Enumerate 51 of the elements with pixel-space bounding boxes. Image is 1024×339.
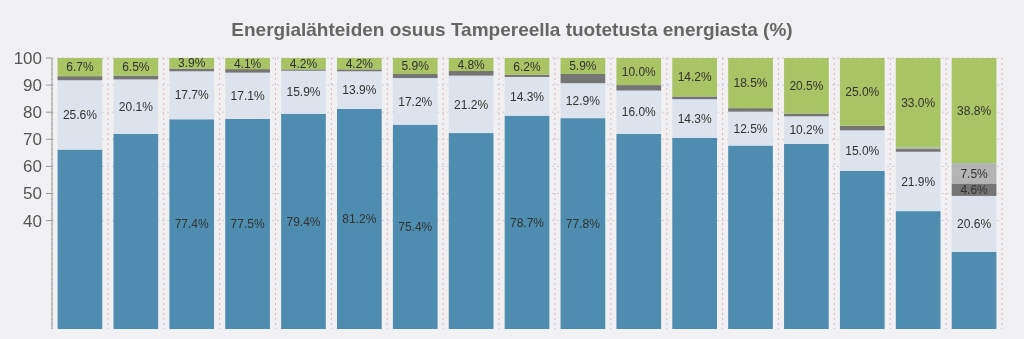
data-label: 14.3% xyxy=(677,111,712,126)
data-label: 5.9% xyxy=(569,59,597,74)
data-label: 15.0% xyxy=(845,143,880,158)
data-label: 20.1% xyxy=(118,99,154,114)
data-label: 4.2% xyxy=(289,56,318,71)
data-label: 78.7% xyxy=(509,215,545,230)
data-label: 77.5% xyxy=(230,217,265,232)
data-label: 4.6% xyxy=(960,182,989,197)
data-label: 77.4% xyxy=(174,217,210,232)
chart-title: Energialähteiden osuus Tampereella tuotetusta energiasta (%) xyxy=(231,19,793,40)
data-label: 6.2% xyxy=(513,59,541,74)
data-label: 12.9% xyxy=(565,93,601,108)
data-label: 25.6% xyxy=(62,108,98,123)
data-label: 4.1% xyxy=(233,56,262,71)
data-label: 17.7% xyxy=(174,88,210,103)
data-label: 21.2% xyxy=(454,97,489,112)
data-label: 20.6% xyxy=(957,217,992,232)
data-label: 10.0% xyxy=(621,64,657,79)
data-label: 17.2% xyxy=(398,94,433,109)
data-label: 81.2% xyxy=(342,212,377,227)
data-label: 7.5% xyxy=(960,166,989,181)
data-label: 6.5% xyxy=(122,60,150,75)
data-label: 21.9% xyxy=(901,174,936,189)
data-label: 14.2% xyxy=(677,70,712,85)
data-label: 12.5% xyxy=(733,121,768,136)
data-label: 16.0% xyxy=(621,105,657,120)
y-tick-label: 40 xyxy=(23,211,42,231)
y-tick-label: 60 xyxy=(23,157,42,177)
data-label: 25.0% xyxy=(845,85,880,100)
data-label: 6.7% xyxy=(66,60,94,75)
data-label: 17.1% xyxy=(230,89,265,103)
y-tick-label: 90 xyxy=(23,76,42,96)
data-label: 79.4% xyxy=(286,214,321,229)
y-tick-label: 100 xyxy=(13,48,42,68)
data-label: 5.9% xyxy=(401,59,430,74)
data-label: 33.0% xyxy=(901,95,936,110)
y-tick-label: 70 xyxy=(23,130,42,150)
data-label: 15.9% xyxy=(286,85,321,100)
data-label: 4.8% xyxy=(457,57,486,72)
data-label: 14.3% xyxy=(509,89,545,104)
data-label: 75.4% xyxy=(398,220,433,235)
data-label: 13.9% xyxy=(342,83,377,98)
data-label: 4.2% xyxy=(345,56,374,71)
data-label: 38.8% xyxy=(957,103,992,118)
y-tick-label: 50 xyxy=(23,184,42,204)
y-tick-label: 80 xyxy=(23,103,42,123)
data-label: 18.5% xyxy=(733,76,768,91)
data-label: 20.5% xyxy=(789,78,824,93)
data-label: 3.9% xyxy=(178,56,206,71)
data-label: 77.8% xyxy=(565,216,601,231)
data-label: 10.2% xyxy=(789,123,824,138)
